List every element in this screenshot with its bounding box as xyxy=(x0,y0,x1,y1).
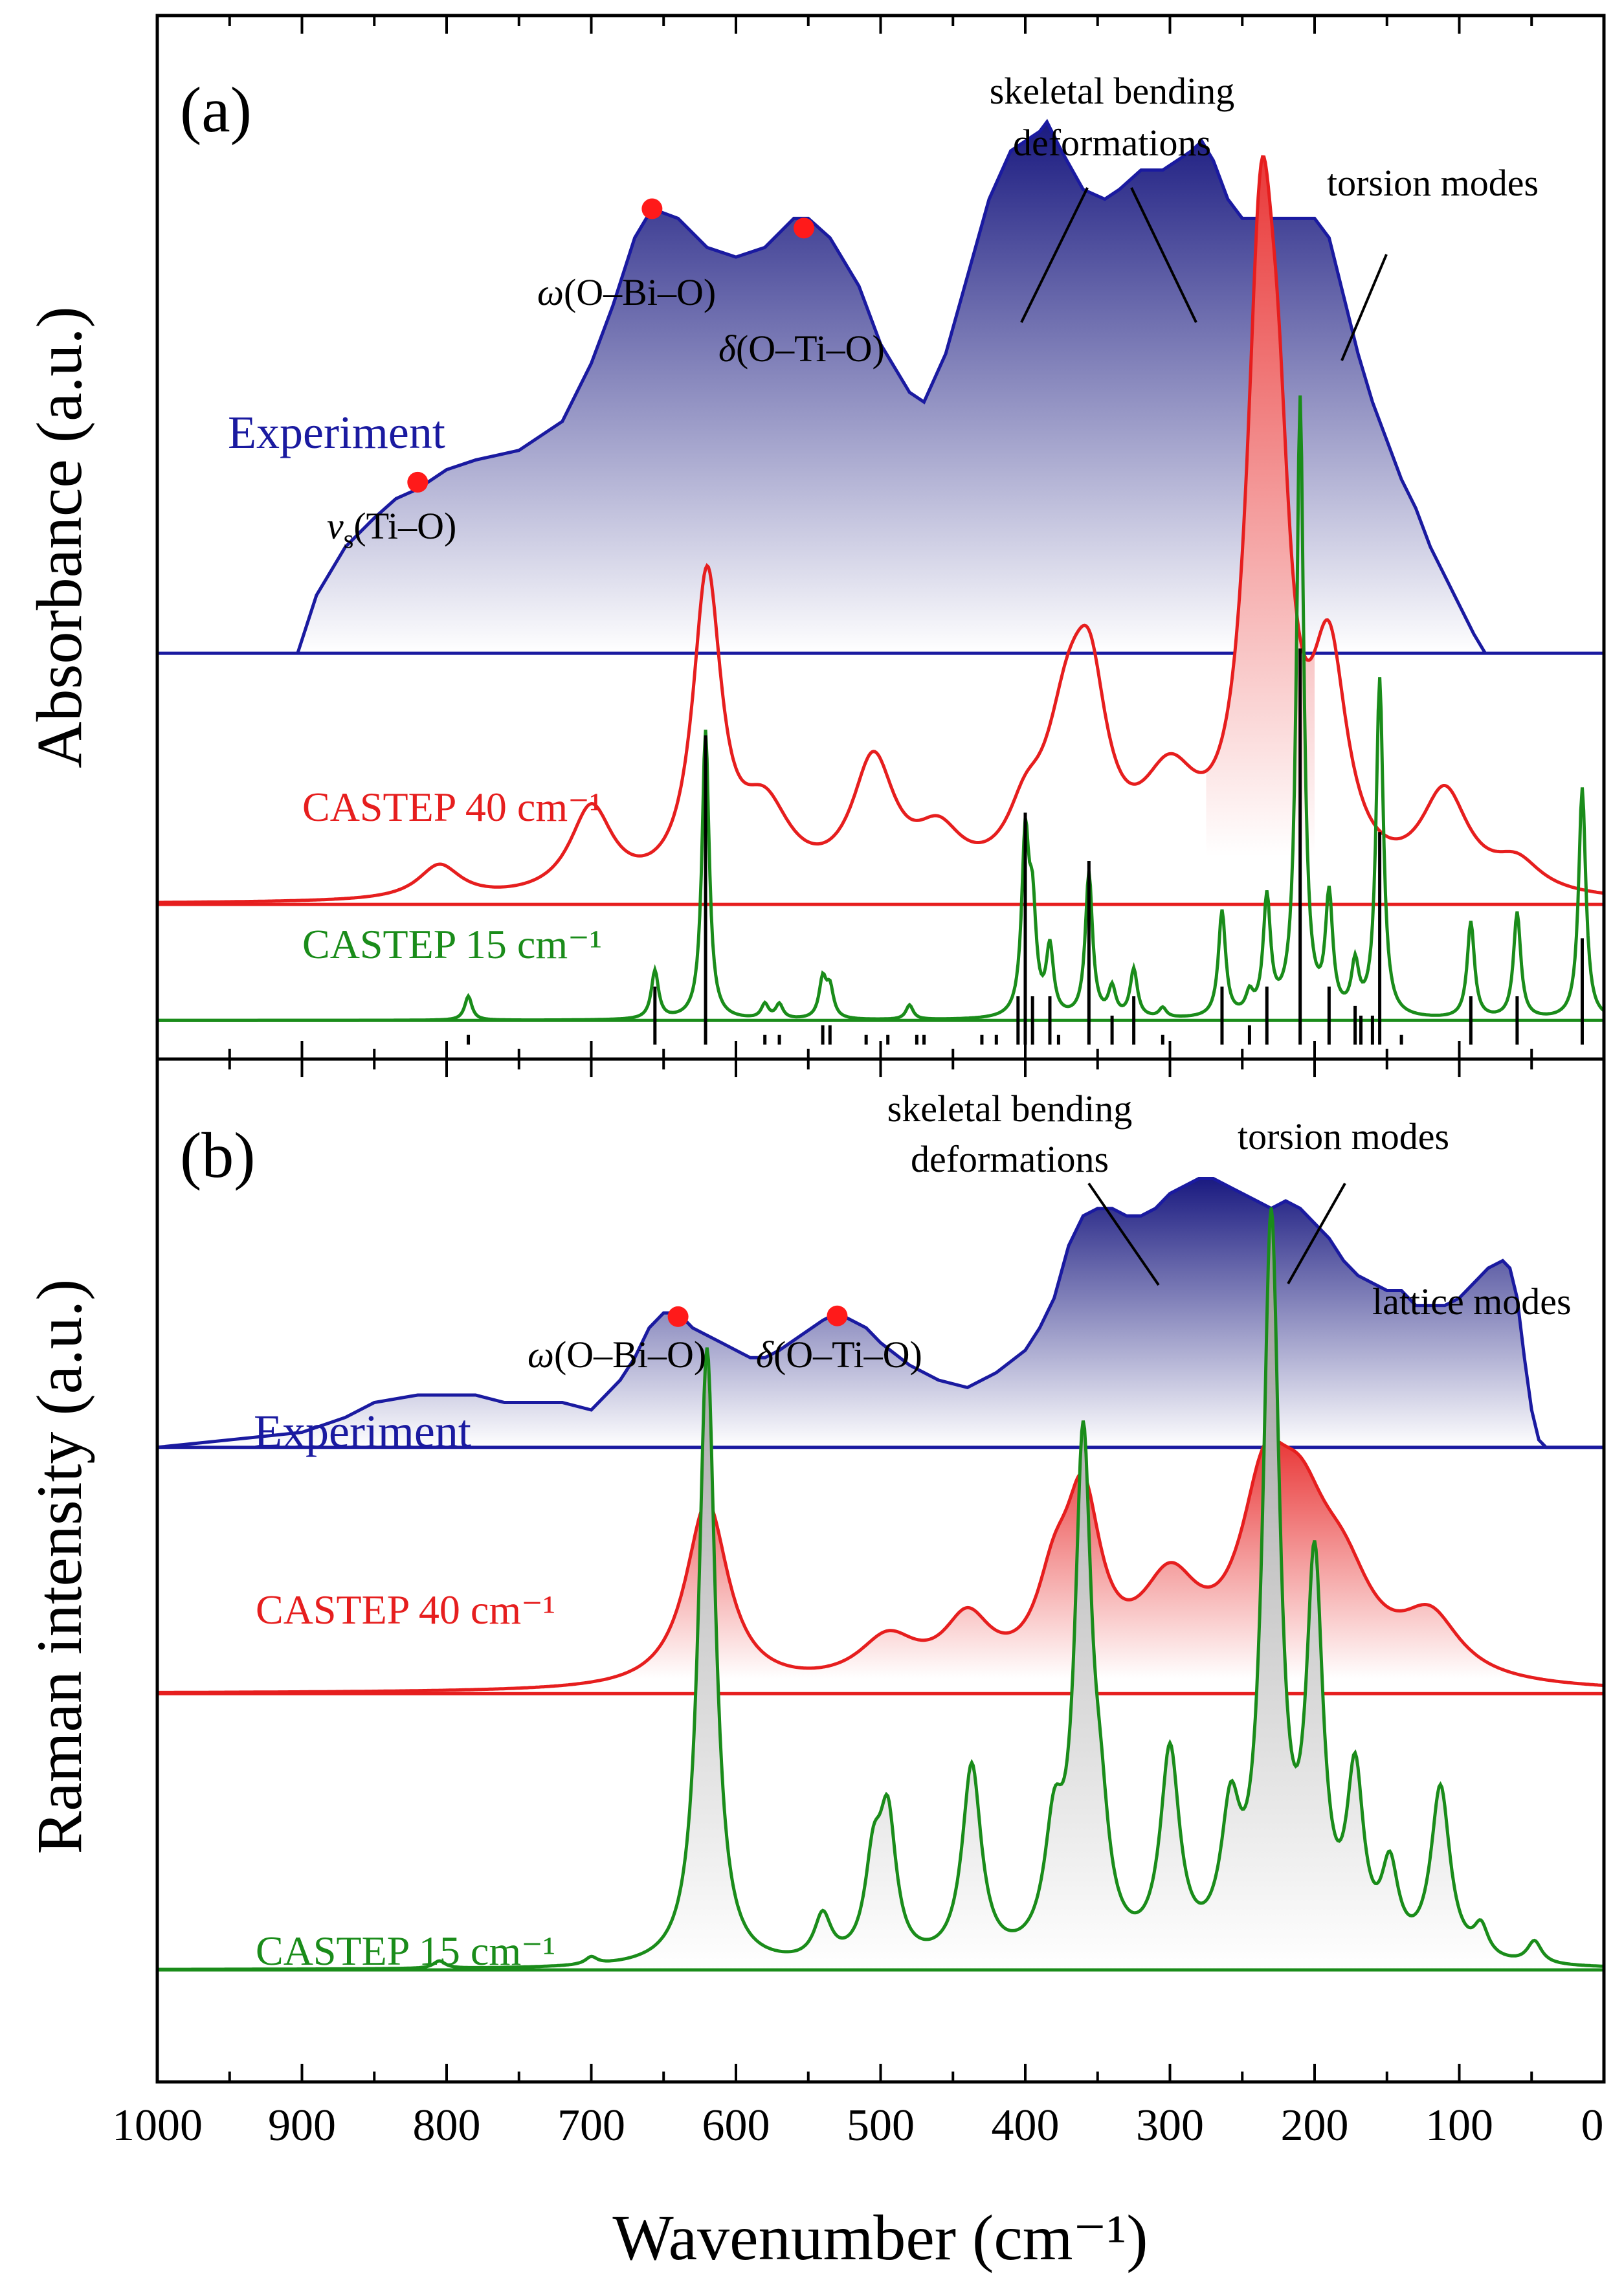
panel-b-castep40-line xyxy=(157,1437,1604,1694)
annotation-torsion-modes: torsion modes xyxy=(1327,162,1539,204)
panel-a-y-axis-title: Absorbance (a.u.) xyxy=(23,306,95,768)
panel-a-experiment-fill xyxy=(297,122,1485,654)
panel-b-castep15-fill xyxy=(157,1207,1604,1970)
x-axis-ticks xyxy=(156,16,1605,2082)
castep15-label: CASTEP 15 cm⁻¹ xyxy=(302,921,602,967)
annotation-line xyxy=(1287,1183,1346,1284)
x-tick-label: 0 xyxy=(1581,2101,1604,2151)
annotation-delta-o-ti-o: δ(O–Ti–O) xyxy=(718,328,885,370)
panel-a-castep40-peak-fill xyxy=(1206,157,1315,905)
panel-label: (a) xyxy=(180,74,252,146)
annotation-line xyxy=(1087,1182,1160,1286)
annotation-line xyxy=(1130,187,1197,323)
panel-label: (b) xyxy=(180,1119,256,1191)
annotation-lattice-modes: lattice modes xyxy=(1372,1280,1572,1323)
annotation-delta-o-ti-o: δ(O–Ti–O) xyxy=(756,1334,922,1376)
panel-b-castep15-line xyxy=(157,1207,1604,1971)
panel-a: (a) νs(Ti–O) ω(O–Bi–O) δ(O–Ti–O) skeleta… xyxy=(157,70,1604,1045)
annotation-nu-ti-o: νs(Ti–O) xyxy=(327,505,456,553)
panel-b-experiment-fill xyxy=(157,1178,1604,1447)
x-tick-label: 900 xyxy=(268,2101,336,2151)
marker-point xyxy=(667,1306,689,1327)
panel-b-plot xyxy=(157,1177,1604,1972)
annotation-torsion-modes: torsion modes xyxy=(1238,1115,1449,1157)
annotation-line xyxy=(1020,187,1089,323)
marker-point xyxy=(827,1305,848,1326)
x-tick-label: 300 xyxy=(1136,2101,1204,2151)
panel-a-castep15-line xyxy=(157,395,1604,1022)
marker-point xyxy=(641,198,663,219)
panel-a-castep40-line xyxy=(157,155,1604,904)
marker-point xyxy=(794,218,815,239)
panel-a-markers xyxy=(407,198,815,493)
annotation-line xyxy=(1340,254,1388,361)
x-tick-label: 800 xyxy=(413,2101,481,2151)
castep40-label: CASTEP 40 cm⁻¹ xyxy=(302,784,602,830)
panel-b-y-axis-title: Raman intensity (a.u.) xyxy=(23,1279,95,1855)
x-tick-label: 200 xyxy=(1281,2101,1349,2151)
x-tick-label: 700 xyxy=(557,2101,625,2151)
panel-b-castep40-fill xyxy=(157,1438,1604,1694)
experiment-label: Experiment xyxy=(254,1405,471,1457)
x-tick-label: 500 xyxy=(847,2101,915,2151)
x-tick-label: 400 xyxy=(992,2101,1060,2151)
annotation-deformations: deformations xyxy=(1013,122,1211,164)
annotation-omega-o-bi-o: ω(O–Bi–O) xyxy=(528,1334,706,1376)
panel-a-experiment-line xyxy=(296,118,1487,654)
x-axis-title: Wavenumber (cm⁻¹) xyxy=(612,2202,1148,2274)
castep40-label: CASTEP 40 cm⁻¹ xyxy=(256,1587,555,1633)
x-tick-label: 1000 xyxy=(112,2101,203,2151)
experiment-label: Experiment xyxy=(228,407,445,458)
annotation-skeletal-bending: skeletal bending xyxy=(887,1088,1133,1130)
marker-point xyxy=(407,471,428,493)
panel-a-sticks xyxy=(467,648,1584,1045)
annotation-omega-o-bi-o: ω(O–Bi–O) xyxy=(537,271,716,313)
annotation-skeletal-bending: skeletal bending xyxy=(990,70,1235,112)
panel-a-plot xyxy=(157,118,1604,1045)
annotation-deformations: deformations xyxy=(911,1138,1109,1180)
x-tick-label: 600 xyxy=(702,2101,770,2151)
x-tick-label: 100 xyxy=(1425,2101,1493,2151)
panel-b: (b) ω(O–Bi–O) δ(O–Ti–O) skeletal bending… xyxy=(157,1088,1604,1974)
castep15-label: CASTEP 15 cm⁻¹ xyxy=(256,1928,555,1974)
panel-b-experiment-line xyxy=(157,1177,1604,1449)
panel-b-markers xyxy=(667,1305,848,1327)
x-axis-tick-labels: 1000 900 800 700 600 500 400 300 200 100 0 xyxy=(112,2101,1604,2151)
